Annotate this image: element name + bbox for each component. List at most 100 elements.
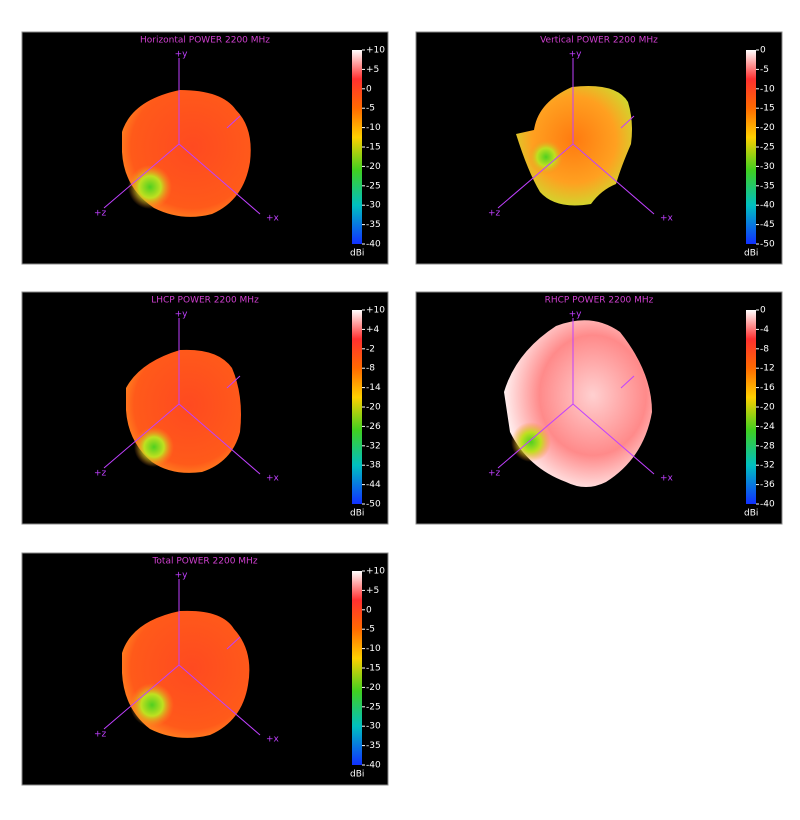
colorbar-tick-label: -30: [366, 201, 381, 211]
colorbar-tick-label: -35: [760, 181, 775, 191]
chart-title: Horizontal POWER 2200 MHz: [140, 36, 270, 46]
colorbar-tick-label: -12: [760, 364, 775, 374]
axis-tick: [620, 375, 635, 389]
colorbar: [352, 571, 362, 765]
colorbar-tick-label: -10: [366, 644, 381, 654]
colorbar-tick-label: -2: [366, 344, 375, 354]
colorbar-tick-label: -20: [366, 162, 381, 172]
plot-panel: Total POWER 2200 MHz +y +x +z +10 +5 0 -5 -10 -15…: [21, 552, 389, 786]
colorbar: [352, 310, 362, 504]
chart-title: Total POWER 2200 MHz: [151, 557, 257, 567]
y-axis-label: +y: [175, 50, 189, 60]
z-axis-label: +z: [488, 469, 501, 479]
colorbar-tick-label: 0: [366, 605, 372, 615]
axis-tick: [226, 636, 241, 650]
colorbar-tick-label: +5: [366, 586, 379, 596]
z-axis-label: +z: [94, 209, 107, 219]
colorbar-tick-label: -30: [366, 722, 381, 732]
plot-panel: RHCP POWER 2200 MHz +y +x +z 0 -4 -8 -12 -16 -20 -…: [415, 291, 783, 525]
colorbar-tick-label: -32: [760, 461, 775, 471]
colorbar-tick-label: -20: [366, 403, 381, 413]
colorbar-tick-label: -40: [760, 201, 775, 211]
colorbar-tick-label: 0: [760, 46, 766, 56]
z-axis: [497, 403, 574, 469]
x-axis-label: +x: [266, 214, 280, 224]
colorbar-unit: dBi: [744, 249, 758, 259]
y-axis-label: +y: [175, 571, 189, 581]
x-axis: [572, 403, 655, 475]
colorbar-tick-label: -36: [760, 480, 775, 490]
pattern-null: [130, 683, 174, 727]
axis-tick: [226, 115, 241, 129]
z-axis: [497, 143, 574, 209]
z-axis: [103, 664, 180, 730]
colorbar-tick-label: -20: [760, 403, 775, 413]
pattern-null: [511, 422, 551, 462]
colorbar-tick-label: -10: [366, 123, 381, 133]
colorbar-tick-label: -24: [760, 422, 775, 432]
colorbar-tick-label: -44: [366, 480, 381, 490]
colorbar-tick-label: +10: [366, 306, 385, 316]
z-axis-label: +z: [94, 730, 107, 740]
colorbar-tick-label: -20: [760, 123, 775, 133]
chart-title: LHCP POWER 2200 MHz: [151, 296, 259, 306]
y-axis-label: +y: [175, 310, 189, 320]
chart-title: RHCP POWER 2200 MHz: [545, 296, 654, 306]
colorbar-unit: dBi: [744, 509, 758, 519]
colorbar-tick-label: -35: [366, 220, 381, 230]
x-axis-label: +x: [660, 474, 674, 484]
colorbar-tick-label: -25: [366, 702, 381, 712]
colorbar: [746, 310, 756, 504]
colorbar: [352, 50, 362, 244]
colorbar-tick-label: -16: [760, 383, 775, 393]
colorbar-tick-label: -5: [760, 65, 769, 75]
colorbar-tick-label: -40: [366, 761, 381, 771]
colorbar-unit: dBi: [350, 509, 364, 519]
colorbar-tick-label: -35: [366, 741, 381, 751]
colorbar-tick-label: -40: [366, 240, 381, 250]
colorbar-tick-label: -20: [366, 683, 381, 693]
z-axis-label: +z: [488, 209, 501, 219]
pattern-surface: [516, 86, 632, 206]
colorbar-tick-label: -4: [760, 325, 769, 335]
x-axis-label: +x: [660, 214, 674, 224]
pattern-null: [134, 427, 174, 467]
plot-panel: Horizontal POWER 2200 MHz +y +x +z +10 +5 0 -5 -…: [21, 31, 389, 265]
colorbar-tick-label: 0: [760, 306, 766, 316]
colorbar-tick-label: +10: [366, 46, 385, 56]
x-axis-label: +x: [266, 735, 280, 745]
x-axis: [572, 143, 655, 215]
colorbar-tick-label: 0: [366, 84, 372, 94]
z-axis-label: +z: [94, 469, 107, 479]
x-axis: [178, 403, 261, 475]
colorbar-tick-label: +4: [366, 325, 380, 335]
axis-tick: [226, 375, 241, 389]
colorbar-tick-label: -38: [366, 461, 381, 471]
colorbar-tick-label: -28: [760, 441, 775, 451]
colorbar-tick-label: -15: [760, 104, 775, 114]
colorbar-tick-label: -45: [760, 220, 775, 230]
x-axis-label: +x: [266, 474, 280, 484]
colorbar-tick-label: -40: [760, 500, 775, 510]
colorbar-tick-label: -5: [366, 625, 375, 635]
y-axis-label: +y: [569, 310, 583, 320]
x-axis: [178, 664, 261, 736]
colorbar-tick-label: -14: [366, 383, 381, 393]
colorbar-tick-label: -8: [366, 364, 375, 374]
colorbar-tick-label: -25: [366, 181, 381, 191]
colorbar-tick-label: -8: [760, 344, 769, 354]
colorbar-unit: dBi: [350, 770, 364, 780]
colorbar-tick-label: -15: [366, 664, 381, 674]
colorbar-tick-label: -30: [760, 162, 775, 172]
plot-panel: Vertical POWER 2200 MHz +y +x +z 0 -5 -10 -15 -2…: [415, 31, 783, 265]
colorbar-tick-label: +5: [366, 65, 379, 75]
z-axis: [103, 403, 180, 469]
pattern-null: [128, 165, 172, 209]
colorbar-tick-label: -32: [366, 441, 381, 451]
chart-title: Vertical POWER 2200 MHz: [540, 36, 658, 46]
colorbar-tick-label: -10: [760, 84, 775, 94]
pattern-null: [528, 139, 564, 175]
axis-tick: [620, 115, 635, 129]
colorbar-tick-label: -15: [366, 143, 381, 153]
